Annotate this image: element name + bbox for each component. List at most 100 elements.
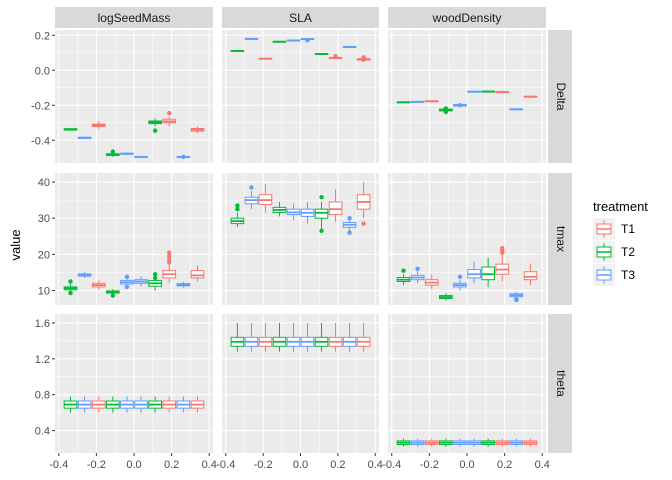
outlier-point (319, 228, 324, 234)
outlier-point (235, 206, 240, 212)
outlier-point (68, 279, 73, 284)
boxplot-t1 (91, 280, 106, 290)
boxplot-t1 (495, 90, 510, 94)
boxplot-t3 (410, 438, 425, 447)
legend-key-t1 (593, 218, 615, 240)
boxplot-t2 (396, 101, 411, 104)
boxplot-t3 (120, 274, 134, 290)
facet-panel (55, 314, 213, 453)
facet-panel (222, 173, 379, 305)
x-tick-label: 0.0 (459, 459, 474, 471)
outlier-point (181, 154, 186, 160)
facet-panel (55, 173, 213, 305)
boxplot-t1 (356, 322, 371, 352)
outlier-point (457, 103, 463, 108)
boxplot-t1 (356, 55, 371, 62)
boxplot-t2 (272, 201, 287, 217)
outlier-point (347, 216, 352, 221)
boxplot-t3 (509, 108, 524, 111)
outlier-point (110, 293, 116, 298)
boxplot-t2 (396, 438, 411, 447)
facet-panel (222, 314, 379, 453)
outlier-point (68, 290, 73, 296)
boxplot-t2 (148, 396, 163, 413)
boxplot-t1 (258, 322, 273, 352)
row-strip (548, 30, 572, 163)
outlier-point (500, 246, 505, 251)
y-tick-label: 40 (38, 177, 50, 189)
boxplot-t2 (63, 279, 78, 296)
outlier-point (415, 266, 420, 272)
column-strip-label: logSeedMass (98, 11, 171, 25)
boxplot-t3 (453, 103, 467, 108)
boxplot-t2 (481, 90, 496, 93)
legend-label: T3 (621, 268, 635, 282)
boxplot-t2 (272, 40, 287, 43)
box-body (523, 271, 538, 281)
box-body (314, 208, 329, 219)
boxplot-t3 (286, 322, 301, 352)
facet-panel (222, 30, 379, 163)
outlier-point (235, 203, 240, 208)
boxplot-t2 (230, 322, 245, 352)
facet-panel (388, 30, 546, 163)
boxplot-t3 (244, 185, 259, 210)
boxplot-t2 (272, 322, 287, 352)
y-tick-label: 0.8 (35, 390, 50, 402)
box-body (190, 270, 205, 279)
boxplot-t2 (63, 128, 78, 131)
boxplot-t3 (134, 276, 148, 287)
boxplot-t2 (105, 396, 120, 413)
boxplot-t1 (424, 100, 439, 103)
boxplot-t2 (230, 203, 245, 228)
boxplot-t1 (91, 396, 106, 413)
x-tick-label: -0.4 (216, 459, 235, 471)
y-tick-label: 10 (38, 286, 50, 298)
boxplot-t3 (120, 152, 134, 156)
y-tick-label: -0.4 (31, 135, 50, 147)
outlier-point (401, 268, 406, 273)
boxplot-t3 (509, 291, 524, 303)
x-tick-label: -0.4 (49, 459, 68, 471)
boxplot-t3 (509, 438, 524, 447)
boxplot-t2 (314, 53, 329, 55)
x-tick-label: -0.4 (382, 459, 401, 471)
facet-panel (388, 314, 546, 453)
boxplot-t2 (230, 50, 245, 53)
y-tick-label: 30 (38, 213, 50, 225)
boxplot-t1 (424, 438, 439, 447)
outlier-point (124, 274, 130, 279)
boxplot-t3 (244, 37, 259, 40)
outlier-point (249, 185, 254, 190)
x-tick-label: 0.2 (497, 459, 512, 471)
boxplot-t3 (342, 45, 357, 49)
boxplot-t1 (162, 250, 177, 284)
row-strip-label: tmax (554, 226, 568, 252)
boxplot-t3 (300, 37, 315, 43)
outlier-point (443, 109, 449, 115)
boxplot-t2 (481, 438, 496, 447)
y-tick-label: 1.2 (35, 354, 50, 366)
boxplot-t2 (148, 118, 163, 133)
boxplot-t3 (120, 396, 134, 413)
outlier-point (361, 221, 366, 226)
outlier-point (110, 149, 116, 154)
boxplot-t3 (467, 438, 481, 447)
boxplot-t3 (286, 203, 301, 221)
box-body (328, 201, 343, 216)
x-tick-label: 0.4 (368, 459, 383, 471)
y-tick-label: 20 (38, 249, 50, 261)
boxplot-t2 (314, 322, 329, 352)
panels-layer (55, 30, 546, 453)
outlier-point (152, 272, 158, 277)
outlier-point (500, 250, 505, 255)
boxplot-t2 (481, 257, 496, 287)
boxplot-t1 (258, 183, 273, 213)
boxplot-t3 (300, 201, 315, 224)
boxplot-t3 (467, 90, 481, 93)
boxplot-t2 (438, 106, 453, 115)
y-tick-label: 0.4 (35, 426, 50, 438)
legend: treatment T1 T2 T3 (593, 199, 648, 286)
y-tick-label: 0.2 (35, 30, 50, 42)
